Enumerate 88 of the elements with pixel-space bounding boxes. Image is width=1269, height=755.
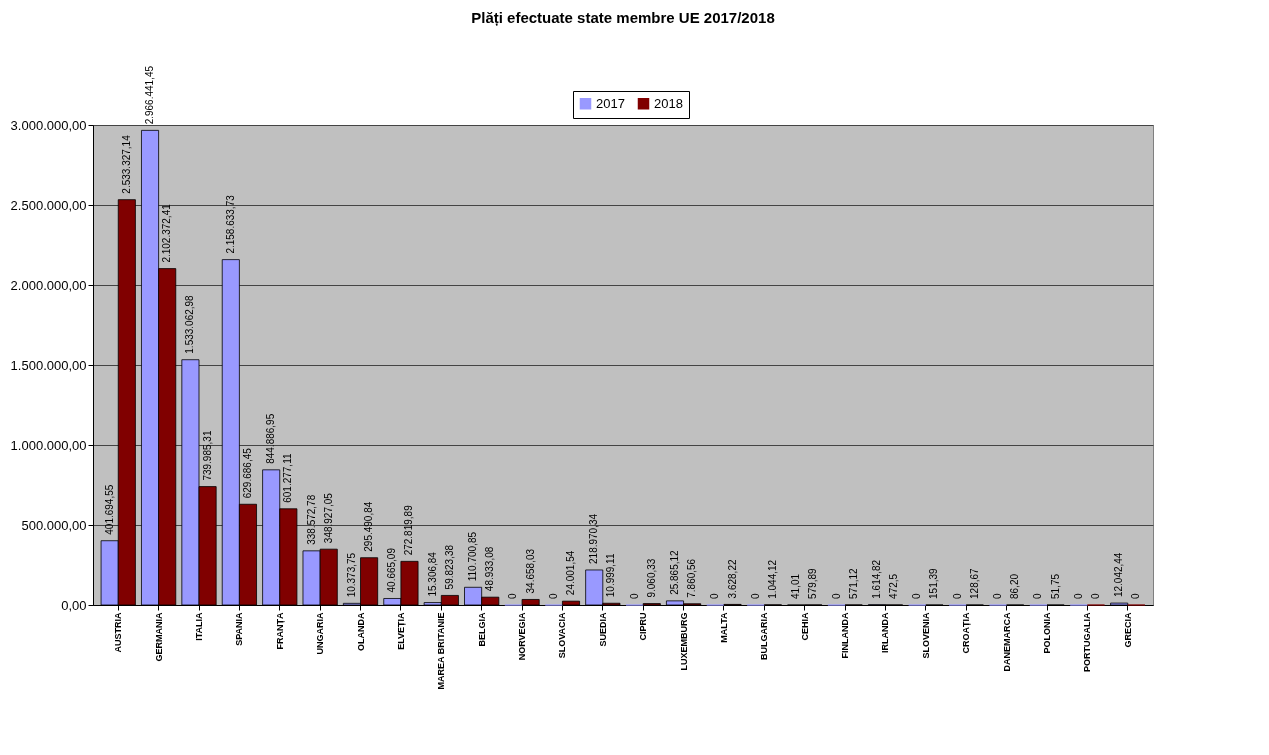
data-label: 348.927,05 [322,492,334,544]
data-label: 629.686,45 [241,447,253,499]
data-label: 601.277,11 [282,453,294,503]
data-label: 338.572,78 [305,494,317,545]
data-label: 41,01 [790,573,802,599]
x-tick-label: BULGARIA [759,612,770,660]
legend-label: 2018 [654,95,683,111]
data-label: 86,20 [1009,573,1021,599]
data-label: 1.533.062,98 [184,294,196,354]
x-tick-label: SLOVACIA [557,612,568,659]
data-label: 0 [830,593,842,599]
y-tick-label: 0,00 [61,597,87,613]
x-tick-label: SPANIA [234,612,245,646]
data-label: 0 [628,593,640,599]
data-label: 2.158.633,73 [224,194,236,254]
data-label: 218.970,34 [588,513,600,564]
data-label: 48.933,08 [484,546,496,592]
y-tick-label: 1.500.000,00 [10,357,87,373]
x-tick-label: POLONIA [1042,612,1052,654]
data-label: 34.658,03 [524,548,536,594]
data-label: 0 [911,593,923,599]
x-tick-label: SLOVENIA [920,612,931,659]
data-label: 0 [1072,593,1084,599]
data-label: 739.985,31 [201,430,213,481]
data-label: 15.306,84 [426,551,438,597]
data-label: 9.060,33 [645,558,657,598]
data-label: 128,67 [968,567,980,599]
y-tick-label: 2.000.000,00 [10,277,87,293]
x-tick-label: CROAȚIA [961,612,972,654]
data-label: 401.694,55 [103,484,115,535]
x-tick-label: IRLANDA [880,612,891,653]
data-label: 25.865,12 [668,549,680,595]
data-label: 151,39 [928,567,940,599]
x-tick-label: FINLANDA [840,612,851,659]
x-tick-label: AUSTRIA [113,612,124,653]
chart-title: Plăți efectuate state membre UE 2017/2018 [471,8,775,26]
x-tick-label: UNGARIA [315,612,326,655]
x-tick-label: BELGIA [476,612,487,647]
data-label: 1.614,82 [870,559,882,599]
x-tick-label: FRANȚA [274,612,285,650]
data-label: 0 [709,593,721,599]
x-tick-label: PORTUGALIA [1082,612,1093,672]
y-tick-label: 2.500.000,00 [10,197,87,213]
data-label: 0 [547,593,559,599]
data-label: 10.999,11 [605,553,617,598]
y-tick-label: 1.000.000,00 [10,437,87,453]
data-label: 24.001,54 [565,550,577,596]
data-label: 1.044,12 [766,559,778,599]
data-label: 0 [1089,593,1101,599]
data-label: 0 [992,593,1004,599]
legend-label: 2017 [596,95,625,111]
data-label: 0 [1032,593,1044,599]
data-label: 0 [507,593,519,599]
x-tick-label: GRECIA [1122,612,1133,648]
x-tick-label: CEHIA [799,612,810,641]
data-label: 0 [749,593,761,599]
data-label: 0 [951,593,963,599]
data-label: 472,5 [888,573,900,599]
data-label: 51,75 [1049,573,1061,599]
x-tick-label: LUXEMBURG [678,612,689,671]
data-label: 2.533.327,14 [120,134,132,194]
x-tick-label: DANEMARCA [1001,612,1012,672]
data-label: 10.373,75 [345,552,357,598]
x-tick-label: MAREA BRITANIE [436,612,447,690]
data-label: 272.819,89 [403,504,415,556]
data-label: 571,12 [847,567,859,599]
data-label: 844.886,95 [265,413,277,464]
data-label: 0 [1130,593,1142,599]
x-tick-label: ELVEȚIA [395,612,406,650]
x-tick-label: CIPRU [638,612,649,641]
x-tick-label: NORVEGIA [517,612,528,661]
x-tick-label: SUEDIA [597,612,608,647]
x-tick-label: OLANDA [355,612,366,651]
data-label: 2.966.441,45 [144,65,156,125]
data-label: 40.665,09 [386,547,398,593]
x-tick-label: MALTA [718,612,729,643]
data-label: 579,89 [807,567,819,599]
data-label: 12.042,44 [1113,552,1125,598]
data-label: 3.628,22 [726,559,738,599]
data-label: 7.860,56 [686,558,698,598]
data-label: 59.823,38 [443,544,455,590]
x-tick-label: GERMANIA [153,612,164,662]
y-tick-label: 500.000,00 [21,517,87,533]
data-label: 2.102.372,41 [161,203,173,263]
data-label: 295.490,84 [363,501,375,552]
data-label: 110.700,85 [467,531,479,582]
y-tick-label: 3.000.000,00 [10,117,87,133]
x-tick-label: ITALIA [194,612,204,641]
